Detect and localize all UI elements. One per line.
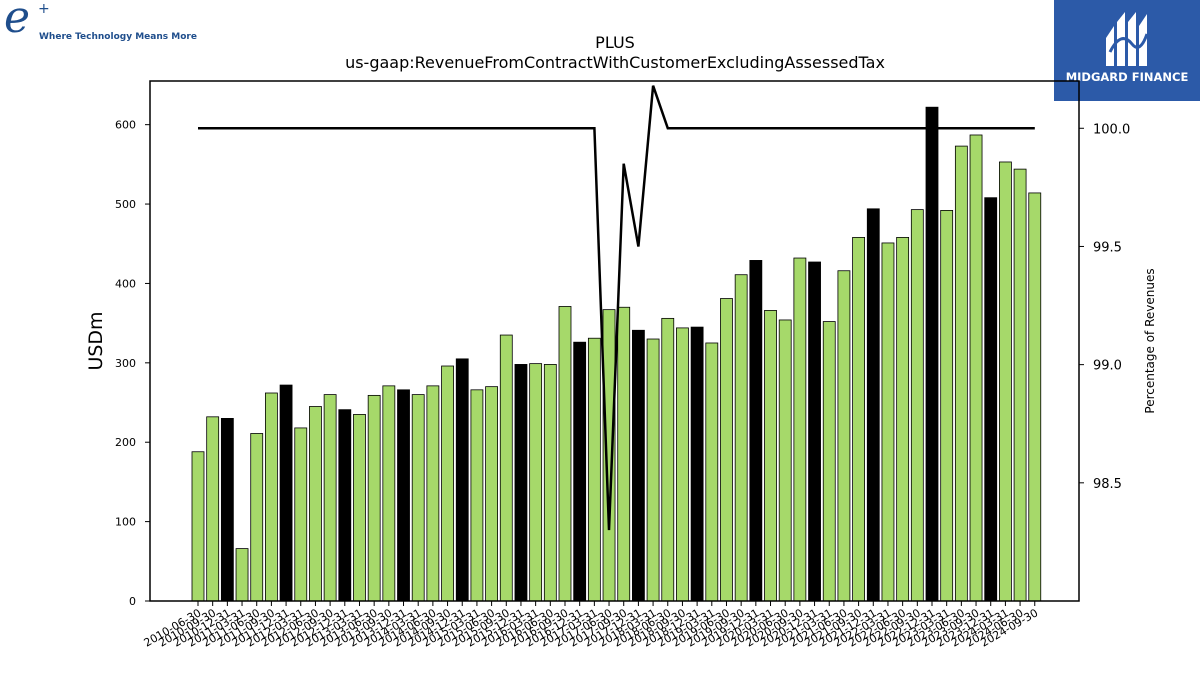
bar-2017-09-30 [617,306,631,602]
midgard-m-icon [1106,12,1149,66]
bar-2020-06-30 [778,319,792,602]
bar-2013-03-31 [353,414,366,602]
ratio-line-group [198,85,1035,531]
bar-2020-03-31 [764,310,777,602]
bar-2011-03-31 [235,548,249,602]
bar-2012-12-31 [338,409,352,602]
left-axis: 0 100 200 300 400 500 600 [115,119,150,608]
y-tick-label: 300 [115,357,136,370]
bar-2021-03-31 [822,321,836,602]
bar-2015-03-31 [470,389,484,602]
bar-2017-03-31 [587,337,601,602]
bar-2015-12-31 [514,364,528,602]
y-tick-label: 200 [115,436,136,449]
bar-2014-03-31 [411,394,425,602]
bar-2016-03-31 [529,363,543,602]
bar-2015-09-30 [499,334,513,602]
plot-frame [149,80,1080,602]
bar-2013-06-30 [367,394,381,602]
bar-2019-06-30 [720,298,733,602]
y2-tick-label: 98.5 [1093,477,1122,492]
bar-2021-12-31 [866,208,880,602]
bar-2023-09-30 [969,134,983,602]
y-tick-label: 500 [115,198,136,211]
bar-2010-06-30 [191,451,205,602]
bar-2024-06-30 [1013,168,1027,602]
y2-tick-label: 99.0 [1093,359,1122,374]
bar-2022-06-30 [896,236,910,602]
bar-2016-06-30 [543,364,557,602]
bar-2012-03-31 [294,427,308,602]
bar-2011-12-31 [279,384,293,602]
bar-2021-09-30 [852,236,865,602]
y2-axis-label: Percentage of Revenues [1143,268,1157,413]
eplus-logo-plus: + [38,1,50,17]
bar-2016-12-31 [573,341,587,602]
y-tick-label: 100 [115,516,136,529]
bar-2010-12-31 [220,418,234,602]
y-tick-label: 0 [129,595,136,608]
bar-2022-09-30 [910,209,924,602]
bar-2023-03-31 [940,210,954,602]
bar-2018-12-31 [690,326,704,602]
bar-2013-12-31 [397,389,410,602]
right-axis: 98.5 99.0 99.5 100.0 [1079,122,1130,492]
y2-tick-label: 99.5 [1093,240,1122,255]
bar-2012-09-30 [323,394,337,602]
y-tick-label: 600 [115,119,136,132]
bar-2013-09-30 [382,385,396,602]
y2-tick-label: 100.0 [1093,122,1130,137]
bar-2019-12-31 [749,260,763,602]
eplus-logo: e + Where Technology Means More [4,0,204,47]
bar-2011-09-30 [264,392,278,602]
bar-2024-09-30 [1028,192,1042,602]
bar-2014-12-31 [455,358,469,602]
bar-2011-06-30 [250,433,264,602]
eplus-logo-mark: e [4,0,31,43]
x-axis: 2010-06-302010-09-302010-12-312011-03-31… [142,601,1040,650]
bar-2016-09-30 [558,306,572,602]
chart-subtitle: us-gaap:RevenueFromContractWithCustomerE… [345,53,885,72]
y-axis-label: USDm [85,311,107,370]
logo-tagline: Where Technology Means More [39,32,197,42]
y-tick-label: 400 [115,277,136,290]
bar-2010-09-30 [206,416,220,602]
bar-2023-06-30 [954,145,968,602]
bar-2020-12-31 [808,261,821,602]
sponsor-name: MIDGARD FINANCE [1065,70,1189,84]
ratio-line [198,85,1035,531]
bar-2021-06-30 [837,270,851,602]
bar-2022-12-31 [925,106,939,602]
bar-2024-03-31 [999,161,1012,602]
bar-2012-06-30 [309,406,322,602]
bar-2023-12-31 [984,197,998,602]
bar-2018-06-30 [661,317,675,602]
bar-2022-03-31 [881,242,895,602]
bar-2019-09-30 [734,274,748,602]
bar-2019-03-31 [705,342,719,602]
bar-2018-09-30 [676,327,689,602]
bar-2020-09-30 [793,257,807,602]
bar-2015-06-30 [485,386,499,602]
bar-2018-03-31 [646,338,660,602]
chart-title: PLUS [595,33,635,52]
bar-2014-09-30 [441,365,454,602]
bar-2017-12-31 [632,329,645,602]
bar-2014-06-30 [426,385,440,602]
